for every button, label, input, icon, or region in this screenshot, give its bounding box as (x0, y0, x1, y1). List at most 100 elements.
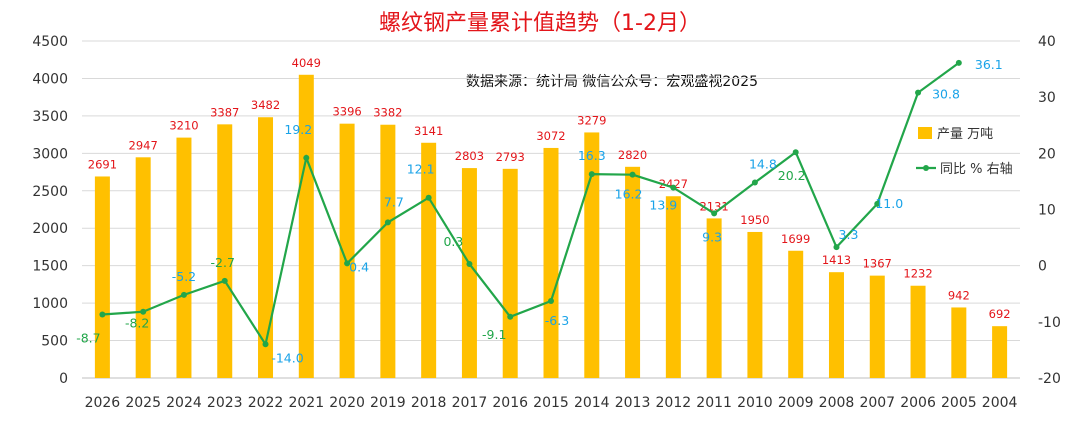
legend-bar-label: 产量 万吨 (937, 127, 993, 142)
x-tick-label: 2006 (900, 395, 936, 411)
bar (665, 196, 681, 378)
bar (869, 275, 885, 378)
bar (788, 250, 804, 378)
line-point (262, 341, 269, 348)
x-tick-label: 2007 (859, 395, 895, 411)
x-tick-label: 2020 (329, 395, 365, 411)
bar-value-label: 2793 (496, 150, 525, 164)
y-left-tick-label: 500 (41, 334, 68, 350)
x-tick-label: 2010 (737, 395, 773, 411)
legend-line-marker (923, 165, 929, 171)
x-axis: 2026 2025 2024 2023 2022 2021 2020 2019 2018 2017… (85, 395, 1018, 411)
x-tick-label: 2008 (819, 395, 855, 411)
bar-value-label: 2947 (129, 138, 158, 152)
line-value-label: -9.1 (482, 327, 506, 342)
bar (217, 124, 233, 378)
line-point (303, 154, 310, 161)
bar (380, 124, 396, 379)
line-value-label: 12.1 (407, 162, 435, 177)
x-tick-label: 2016 (492, 395, 528, 411)
x-tick-label: 2013 (615, 395, 651, 411)
bar-value-label: 1950 (740, 213, 769, 227)
line-point (384, 219, 391, 226)
y-right-tick-label: 30 (1038, 90, 1056, 106)
line-value-label: -8.7 (76, 331, 100, 346)
y-left-tick-label: 1500 (32, 259, 68, 275)
legend-bar-swatch (918, 127, 932, 139)
bar-value-label: 4049 (292, 56, 321, 70)
line-value-label: 0.4 (349, 259, 369, 274)
chart-subtitle: 数据来源：统计局 微信公众号：宏观盛视2025 (466, 74, 758, 90)
line-value-label: 13.9 (649, 198, 677, 213)
x-tick-label: 2018 (411, 395, 447, 411)
bar (543, 147, 559, 378)
bar-value-label: 1367 (863, 257, 892, 271)
y-left-tick-label: 0 (59, 371, 68, 387)
y-axis-right: -20 -10 0 10 20 30 40 (1038, 34, 1061, 387)
line-value-label: 36.1 (975, 57, 1003, 72)
line-value-label: 7.7 (384, 194, 404, 209)
line-value-label: -2.7 (211, 255, 235, 270)
legend-line-label: 同比 % 右轴 (940, 162, 1013, 177)
bar-value-label: 2803 (455, 149, 484, 163)
line-point (629, 171, 636, 178)
line-value-label: 20.2 (778, 168, 806, 183)
line-value-label: 16.3 (578, 148, 606, 163)
bar-value-label: 3141 (414, 124, 443, 138)
bar-value-label: 3210 (169, 119, 198, 133)
bar (706, 218, 722, 378)
bar (625, 166, 641, 378)
bar-value-label: 3382 (373, 106, 402, 120)
x-tick-label: 2019 (370, 395, 406, 411)
line-point (425, 194, 432, 201)
x-tick-label: 2012 (656, 395, 692, 411)
line-point (874, 200, 881, 207)
x-tick-label: 2025 (125, 395, 161, 411)
bar-value-label: 1413 (822, 253, 851, 267)
bar (584, 132, 600, 378)
line-value-label: 14.8 (749, 157, 777, 172)
line-value-label: -14.0 (271, 350, 303, 365)
bar (298, 74, 314, 378)
line-point (588, 171, 595, 178)
x-tick-label: 2004 (982, 395, 1018, 411)
bar-value-label: 692 (989, 307, 1011, 321)
x-tick-label: 2022 (248, 395, 284, 411)
x-tick-label: 2023 (207, 395, 243, 411)
line-value-label: 11.0 (875, 196, 903, 211)
y-right-tick-label: -20 (1038, 371, 1061, 387)
bar-series: 2691 2947 3210 3387 3482 4049 3396 3382 3141 2803… (88, 56, 1011, 379)
line-point (140, 308, 147, 315)
bar-value-label: 3482 (251, 98, 280, 112)
bar-value-label: 1232 (903, 267, 932, 281)
line-path (102, 62, 960, 348)
x-tick-label: 2026 (85, 395, 121, 411)
y-left-tick-label: 4500 (32, 34, 68, 50)
line-point (221, 277, 228, 284)
x-tick-label: 2021 (288, 395, 324, 411)
y-right-tick-label: -10 (1038, 315, 1061, 331)
line-point (955, 59, 962, 66)
x-tick-label: 2011 (696, 395, 732, 411)
bar (258, 117, 274, 379)
bar-value-label: 3072 (536, 129, 565, 143)
bar-value-label: 1699 (781, 232, 810, 246)
x-tick-label: 2009 (778, 395, 814, 411)
line-point (548, 298, 554, 305)
y-left-tick-label: 3000 (32, 146, 68, 162)
x-tick-label: 2017 (452, 395, 488, 411)
y-right-tick-label: 0 (1038, 259, 1047, 275)
bar-value-label: 3387 (210, 105, 239, 119)
bar-value-label: 2820 (618, 148, 647, 162)
bar (421, 142, 437, 378)
bar (747, 231, 763, 378)
y-axis-left: 0 500 1000 1500 2000 2500 3000 3500 4000 4500 (32, 34, 68, 387)
bar (339, 123, 355, 378)
bar (502, 168, 518, 378)
bar (910, 285, 926, 378)
line-point (180, 291, 187, 298)
bar (176, 137, 192, 378)
bar-value-label: 2691 (88, 157, 117, 171)
bar (461, 168, 477, 378)
